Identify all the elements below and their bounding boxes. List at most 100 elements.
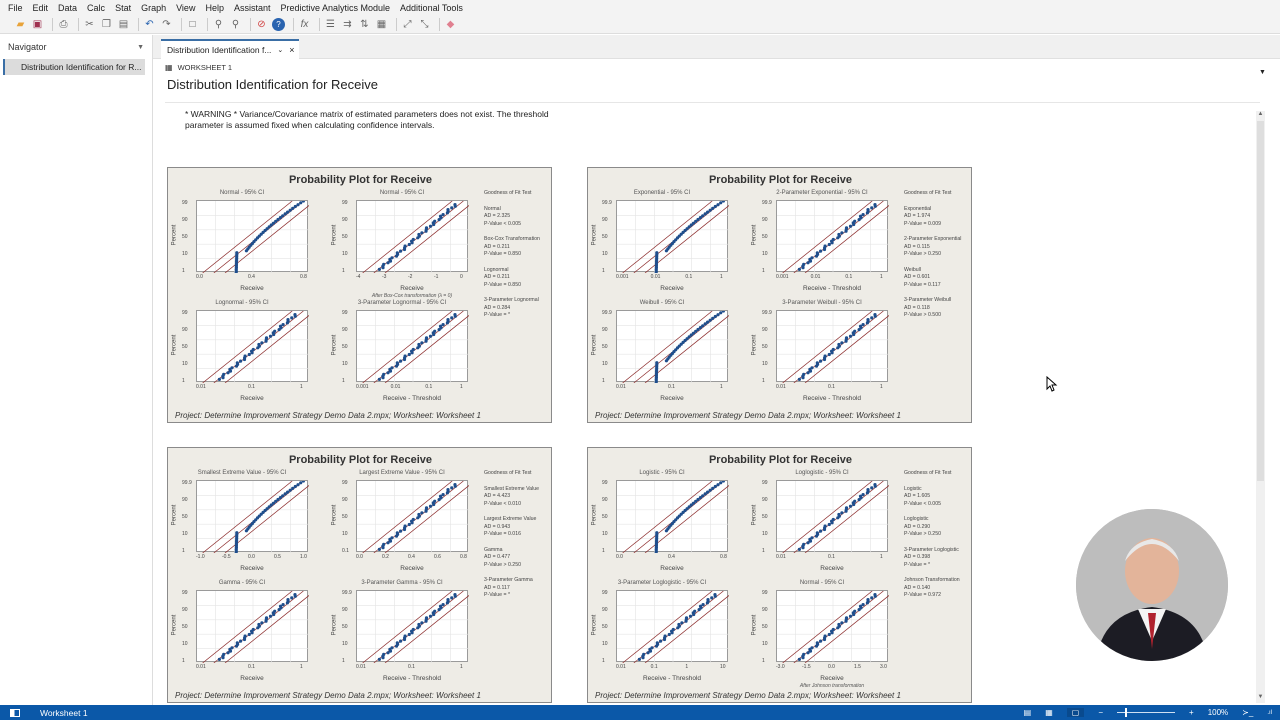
print-icon[interactable]: ⎙ [59,18,68,30]
tab-distribution-identification[interactable]: Distribution Identification f... ⌄ × [161,39,299,59]
vertical-scrollbar[interactable]: ▲ ▼ [1256,111,1265,703]
menu-graph[interactable]: Graph [141,2,167,13]
copy-icon[interactable]: ❐ [102,18,111,30]
find-icon[interactable]: ⚲ [214,18,223,30]
zoom-level: 100% [1207,708,1229,717]
zoom-slider[interactable] [1117,708,1176,717]
menu-additional-tools[interactable]: Additional Tools [400,2,463,13]
output-view-icon[interactable]: ▢ [1066,708,1085,717]
menu-calc[interactable]: Calc [87,2,106,13]
zoom-slider-knob[interactable] [1125,708,1128,717]
y-tick-label: 1 [182,378,185,384]
y-tick-label: 50 [602,624,608,630]
gof-distribution: Box-Cox Transformation [484,236,540,242]
gof-pvalue: P-Value > 0.250 [904,251,941,257]
worksheet-view-icon[interactable]: ▤ [1023,708,1032,717]
menu-view[interactable]: View [176,2,196,13]
gof-entry: Johnson Transformation AD = 0.140 P-Valu… [904,577,972,600]
y-tick-label: 50 [762,514,768,520]
undo-icon[interactable]: ↶ [145,18,154,30]
brush-icon[interactable]: ⤡ [420,18,429,30]
mouse-cursor-icon [1046,376,1058,392]
zoom-in-button[interactable]: + [1189,708,1194,717]
grid-view-icon[interactable]: ▦ [1045,708,1053,717]
scrollbar-thumb[interactable] [1257,121,1264,481]
cut-icon[interactable]: ✂ [85,18,94,30]
cancel-icon[interactable]: ⊘ [257,18,266,30]
probability-plot-panel[interactable]: Probability Plot for Receive Normal - 95… [167,167,552,423]
x-tick-label: -1.0 [196,554,205,560]
y-tick-label: 90 [182,607,188,613]
gof-ad: AD = 2.325 [484,213,511,219]
redo-icon[interactable]: ↷ [162,18,171,30]
goodness-of-fit: Goodness of Fit Test Exponential AD = 1.… [904,190,972,328]
zoom-out-button[interactable]: − [1098,708,1104,717]
probability-plot-panel[interactable]: Probability Plot for Receive Logistic - … [587,447,972,703]
gof-ad: AD = 0.115 [904,243,930,250]
worksheet-label-text: WORKSHEET 1 [177,63,233,72]
gof-distribution: Loglogistic [904,516,929,522]
gof-pvalue: P-Value > 0.250 [484,561,521,568]
plot-title: Lognormal - 95% CI [215,300,269,306]
graph-edit-icon[interactable]: ⤢ [403,18,412,30]
x-axis-label: Receive [400,285,424,292]
gof-entry: Lognormal AD = 0.211 P-Value = 0.850 [484,267,552,290]
x-tick-label: 0.8 [460,554,467,560]
chevron-down-icon[interactable]: ▼ [137,43,144,51]
plot-svg [777,201,889,273]
y-tick-label: 1 [342,268,345,274]
probability-plot: Normal - 95% CI Percent Receive After Bo… [331,190,472,300]
probability-plot: Logistic - 95% CI Percent Receive 0.0 0.4… [591,470,732,580]
scroll-up-icon[interactable]: ▲ [1257,111,1264,117]
y-tick-label: 10 [762,531,768,537]
subset-icon[interactable]: ▦ [376,18,387,30]
toolbar-divider [293,17,294,31]
paste-icon[interactable]: ▤ [118,18,129,30]
menu-stat[interactable]: Stat [115,2,132,13]
menu-edit[interactable]: Edit [32,2,49,13]
fx-icon[interactable]: fx [300,18,309,30]
menu-file[interactable]: File [8,2,23,13]
columns-icon[interactable]: ⇉ [343,18,352,30]
y-axis-label: Percent [331,334,338,356]
output-menu-icon[interactable]: ▼ [1259,69,1266,76]
window-icon[interactable]: □ [189,18,196,30]
chevron-down-icon[interactable]: ⌄ [277,47,284,54]
gof-distribution: 3-Parameter Loglogistic [904,546,959,553]
probability-plot-panel[interactable]: Probability Plot for Receive Smallest Ex… [167,447,552,703]
open-icon[interactable]: ▰ [16,18,25,30]
panel-title: Probability Plot for Receive [288,454,433,466]
y-tick-label: 99.9 [342,590,352,596]
panel-footer: Project: Determine Improvement Strategy … [175,411,481,420]
plot-svg [197,201,309,273]
toggle-navigator-button[interactable] [0,708,30,717]
rows-icon[interactable]: ☰ [326,18,335,30]
menu-predictive-analytics[interactable]: Predictive Analytics Module [280,2,391,13]
eraser-icon[interactable]: ◆ [446,18,455,30]
replace-icon[interactable]: ⚲ [231,18,240,30]
navigator-item[interactable]: Distribution Identification for R... [3,59,145,75]
toolbar-divider [439,17,440,31]
probability-plot-panel[interactable]: Probability Plot for Receive Exponential… [587,167,972,423]
y-axis-label: Percent [591,504,598,526]
x-tick-label: 0.6 [434,554,441,560]
menu-assistant[interactable]: Assistant [233,2,271,13]
menu-data[interactable]: Data [58,2,78,13]
gof-pvalue: P-Value < 0.010 [484,500,521,507]
gof-distribution: Smallest Extreme Value [484,485,539,492]
scroll-down-icon[interactable]: ▼ [1257,694,1264,700]
plot-svg [777,591,889,663]
menu-help[interactable]: Help [205,2,224,13]
close-icon[interactable]: × [289,45,295,55]
x-axis-label: Receive [240,675,264,682]
y-tick-label: 50 [342,344,348,350]
signal-icon: .ıl [1267,709,1272,716]
y-tick-label: 99 [342,310,348,316]
y-axis-label: Percent [171,224,178,246]
help-icon[interactable]: ? [272,17,285,31]
navigator-item-label: Distribution Identification for R... [21,62,142,72]
save-icon[interactable]: ▣ [32,18,43,30]
sort-icon[interactable]: ⇅ [360,18,369,30]
command-line-icon[interactable]: ≻_ [1242,708,1254,717]
y-tick-label: 1 [602,268,605,274]
